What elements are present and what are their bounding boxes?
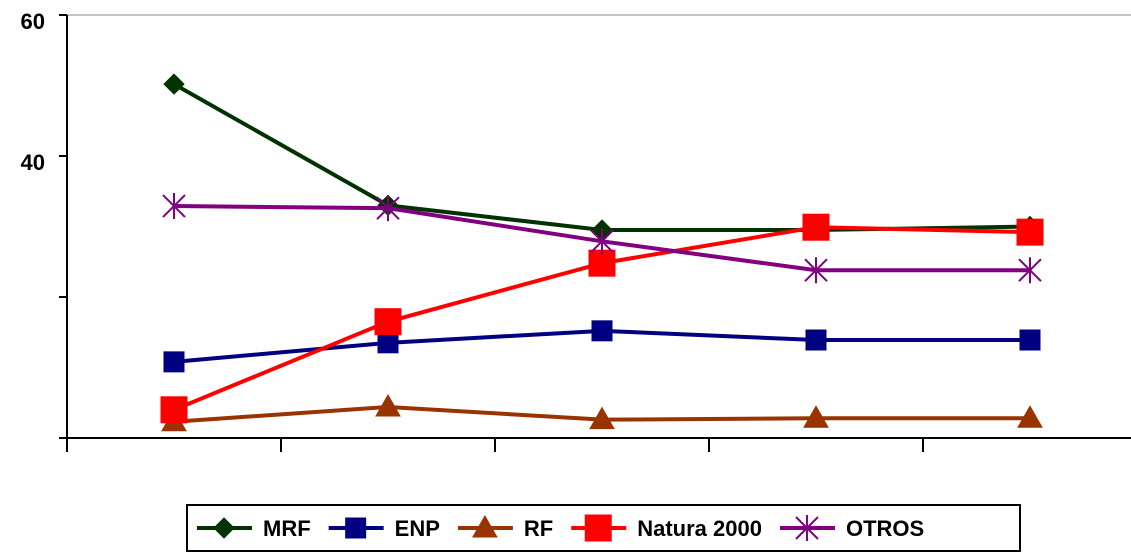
legend-marker — [584, 514, 612, 542]
point — [1018, 257, 1042, 284]
point — [163, 351, 185, 373]
point — [1016, 218, 1044, 246]
point — [162, 193, 186, 220]
point — [163, 73, 185, 95]
point — [803, 405, 829, 428]
legend-label: ENP — [395, 516, 440, 541]
point — [804, 257, 828, 284]
point — [374, 308, 402, 336]
legend-label: OTROS — [846, 516, 924, 541]
y-tick-label: 40 — [21, 150, 45, 175]
point — [1019, 329, 1041, 351]
point — [376, 195, 400, 222]
legend-marker — [472, 514, 498, 538]
point — [802, 213, 830, 241]
point — [589, 406, 615, 430]
legend-label: MRF — [263, 516, 311, 541]
y-tick-label: 60 — [21, 9, 45, 34]
point — [590, 228, 614, 255]
point — [805, 329, 827, 351]
point — [375, 393, 401, 417]
point — [591, 320, 613, 342]
legend-label: RF — [524, 516, 553, 541]
legend-marker — [345, 517, 367, 539]
point — [160, 396, 188, 424]
point — [377, 332, 399, 354]
legend-label: Natura 2000 — [637, 516, 762, 541]
point — [1017, 405, 1043, 428]
legend-marker — [213, 517, 235, 539]
legend-marker — [795, 515, 819, 541]
